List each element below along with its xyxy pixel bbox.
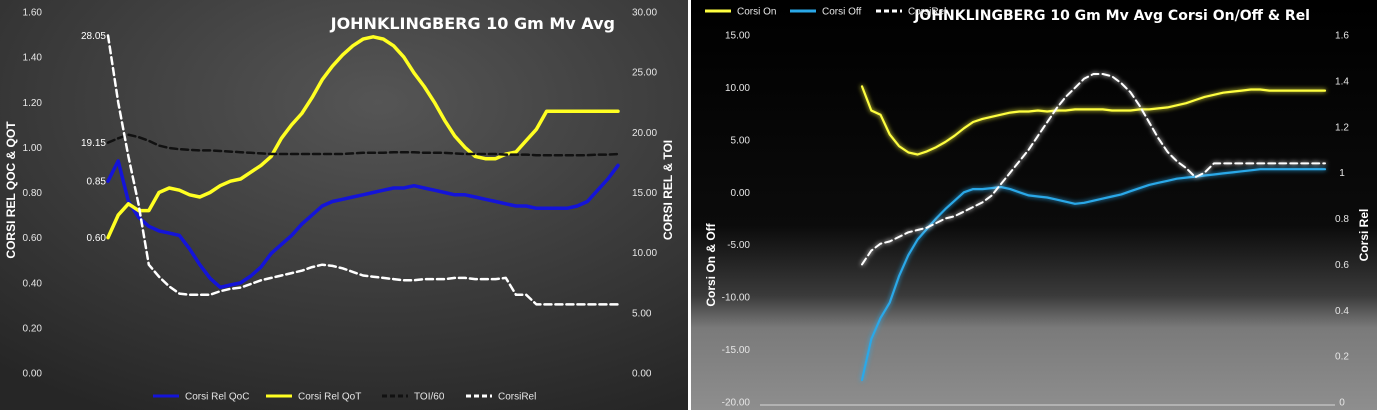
- left-axis-tick-label: 10.00: [725, 83, 750, 94]
- right-axis-tick-label: 0.00: [632, 369, 652, 380]
- series-line-corsirel: [106, 34, 620, 306]
- right-chart-series: [860, 73, 1327, 382]
- left-axis-tick-label: 1.20: [23, 98, 43, 109]
- left-chart-right-axis: 0.00 5.00 10.00 15.00 20.00 25.00 30.00: [632, 8, 657, 380]
- left-axis-tick-label: 0.00: [731, 188, 751, 199]
- right-axis-tick-label: 1.6: [1335, 31, 1349, 42]
- series-line-corsi-off: [860, 168, 1327, 382]
- series-line-corsi-on: [860, 85, 1327, 156]
- left-axis-tick-label: 0.00: [23, 369, 43, 380]
- right-axis-tick-label: 0: [1339, 398, 1345, 409]
- left-chart-ylabel-right: CORSI REL & TOI: [661, 140, 675, 240]
- legend-label: CorsiRel: [498, 392, 536, 403]
- right-axis-tick-label: 0.4: [1335, 306, 1349, 317]
- legend-item[interactable]: CorsiRel: [466, 392, 536, 403]
- legend-label: Corsi Rel QoT: [298, 392, 361, 403]
- right-axis-tick-label: 25.00: [632, 68, 657, 79]
- left-axis-tick-label: 0.40: [23, 278, 43, 289]
- left-axis-tick-label: 0.80: [23, 188, 43, 199]
- left-chart-data-labels: 28.05 19.15 0.85 0.60: [81, 31, 106, 244]
- right-axis-tick-label: 1: [1339, 168, 1345, 179]
- right-chart-ylabel-left: Corsi On & Off: [704, 222, 718, 306]
- left-chart: JOHNKLINGBERG 10 Gm Mv Avg 0.000.200.400…: [0, 0, 688, 410]
- legend-item[interactable]: TOI/60: [382, 392, 445, 403]
- right-axis-tick-label: 0.2: [1335, 352, 1349, 363]
- right-axis-tick-label: 1.4: [1335, 76, 1349, 87]
- right-chart-ylabel-right: Corsi Rel: [1357, 209, 1371, 262]
- legend-label: TOI/60: [414, 392, 445, 403]
- legend-item[interactable]: Corsi Rel QoT: [266, 392, 361, 403]
- left-axis-tick-label: -20.00: [722, 398, 751, 409]
- right-axis-tick-label: 0.6: [1335, 260, 1349, 271]
- left-chart-legend[interactable]: Corsi Rel QoC Corsi Rel QoT TOI/60 CorsiRel: [153, 392, 536, 403]
- left-axis-tick-label: 5.00: [731, 135, 751, 146]
- legend-item[interactable]: Corsi On: [705, 7, 776, 18]
- right-chart-right-axis: 0 0.2 0.4 0.6 0.8 1 1.2 1.4 1.6: [1335, 31, 1349, 409]
- right-axis-tick-label: 10.00: [632, 248, 657, 259]
- legend-item[interactable]: CorsiRel: [876, 7, 946, 18]
- left-axis-tick-label: -15.00: [722, 345, 751, 356]
- right-chart-legend[interactable]: Corsi On Corsi Off CorsiRel: [705, 7, 946, 18]
- left-axis-tick-label: -5.00: [727, 240, 750, 251]
- legend-label: Corsi On: [737, 7, 776, 18]
- legend-label: Corsi Rel QoC: [185, 392, 249, 403]
- series-line-corsi-rel-qot: [106, 35, 620, 240]
- series-line-corsi-rel-qoc: [106, 159, 620, 290]
- data-label: 0.60: [87, 233, 107, 244]
- panel-divider: [688, 0, 691, 410]
- right-axis-tick-label: 1.2: [1335, 122, 1349, 133]
- left-chart-ylabel-left: CORSI REL QOC & QOT: [4, 121, 18, 259]
- left-chart-background: [0, 0, 688, 410]
- left-axis-tick-label: 0.60: [23, 233, 43, 244]
- data-label: 0.85: [87, 177, 107, 188]
- right-axis-tick-label: 15.00: [632, 188, 657, 199]
- data-label: 19.15: [81, 138, 106, 149]
- legend-label: CorsiRel: [908, 7, 946, 18]
- legend-label: Corsi Off: [822, 7, 861, 18]
- left-axis-tick-label: 15.00: [725, 31, 750, 42]
- right-axis-tick-label: 30.00: [632, 8, 657, 19]
- right-axis-tick-label: 0.8: [1335, 214, 1349, 225]
- right-axis-tick-label: 20.00: [632, 128, 657, 139]
- data-label: 28.05: [81, 31, 106, 42]
- left-chart-left-axis: 0.00 0.20 0.40 0.60 0.80 1.00 1.20 1.40 1.60: [23, 8, 43, 380]
- left-axis-tick-label: -10.00: [722, 293, 751, 304]
- left-chart-series: [106, 34, 620, 306]
- left-axis-tick-label: 1.60: [23, 8, 43, 19]
- legend-item[interactable]: Corsi Off: [790, 7, 861, 18]
- legend-item[interactable]: Corsi Rel QoC: [153, 392, 249, 403]
- right-chart: JOHNKLINGBERG 10 Gm Mv Avg Corsi On/Off …: [691, 0, 1377, 410]
- right-chart-background: [691, 0, 1377, 410]
- left-axis-tick-label: 0.20: [23, 323, 43, 334]
- series-line-corsirel: [861, 73, 1326, 266]
- right-chart-title: JOHNKLINGBERG 10 Gm Mv Avg Corsi On/Off …: [913, 8, 1310, 24]
- left-axis-tick-label: 1.40: [23, 53, 43, 64]
- left-chart-title: JOHNKLINGBERG 10 Gm Mv Avg: [330, 14, 615, 33]
- series-line-toi-60: [106, 133, 620, 157]
- right-axis-tick-label: 5.00: [632, 308, 652, 319]
- right-chart-left-axis: -20.00 -15.00 -10.00 -5.00 0.00 5.00 10.00 15.0…: [722, 31, 751, 409]
- left-axis-tick-label: 1.00: [23, 143, 43, 154]
